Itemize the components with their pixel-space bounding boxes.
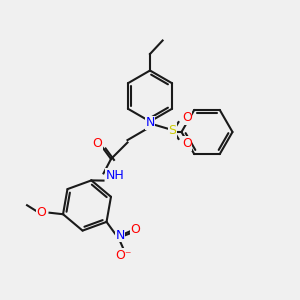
Text: O: O [131, 224, 141, 236]
Text: O⁻: O⁻ [115, 249, 131, 262]
Text: O: O [92, 136, 102, 150]
Text: O: O [36, 206, 46, 219]
Text: N: N [145, 116, 155, 130]
Text: O: O [182, 111, 192, 124]
Text: S: S [169, 124, 176, 137]
Text: O: O [182, 137, 192, 150]
Text: NH: NH [106, 169, 125, 182]
Text: N: N [115, 229, 125, 242]
